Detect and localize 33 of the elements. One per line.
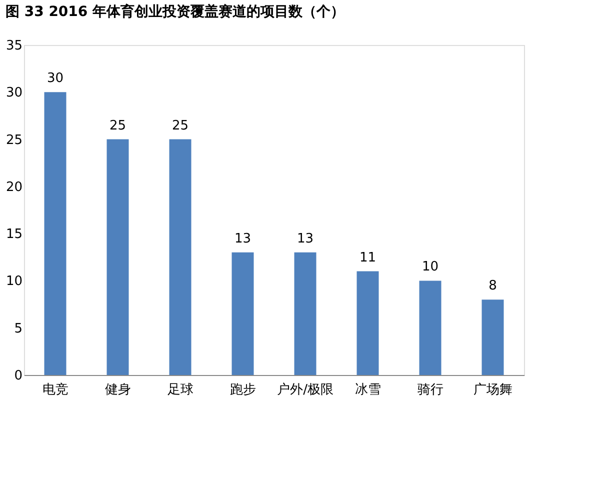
data-label: 10 [422, 260, 439, 275]
data-label: 30 [46, 71, 64, 86]
bar [356, 271, 379, 375]
data-label: 13 [296, 231, 314, 246]
bar [294, 252, 316, 375]
data-label: 25 [172, 118, 189, 134]
y-tick-label: 20 [6, 180, 22, 195]
x-tick-label: 冰雪 [354, 382, 381, 398]
data-label: 11 [359, 250, 376, 266]
x-tick-label: 足球 [167, 382, 194, 398]
data-label: 13 [234, 231, 252, 246]
x-tick-label: 跑步 [230, 382, 256, 398]
x-tick-label: 电竞 [42, 382, 68, 398]
y-tick-label: 25 [6, 132, 22, 148]
bar [44, 92, 66, 375]
y-tick-label: 5 [14, 321, 22, 336]
bar [232, 252, 254, 375]
y-tick-label: 30 [6, 86, 22, 101]
y-tick-label: 35 [6, 38, 22, 54]
x-tick-label: 广场舞 [473, 382, 512, 398]
y-tick-label: 0 [14, 368, 22, 384]
data-label: 25 [109, 118, 126, 134]
x-tick-label: 户外/极限 [277, 382, 334, 398]
x-tick-label: 健身 [104, 382, 131, 398]
bar [106, 139, 129, 375]
bar [169, 139, 192, 375]
chart-title: 图 33 2016 年体育创业投资覆盖赛道的项目数（个） [5, 3, 345, 20]
bar [482, 300, 504, 375]
data-label: 8 [488, 278, 497, 294]
y-tick-label: 15 [6, 227, 22, 242]
x-tick-label: 骑行 [417, 382, 444, 398]
y-tick-label: 10 [6, 274, 22, 290]
bar [419, 280, 442, 375]
